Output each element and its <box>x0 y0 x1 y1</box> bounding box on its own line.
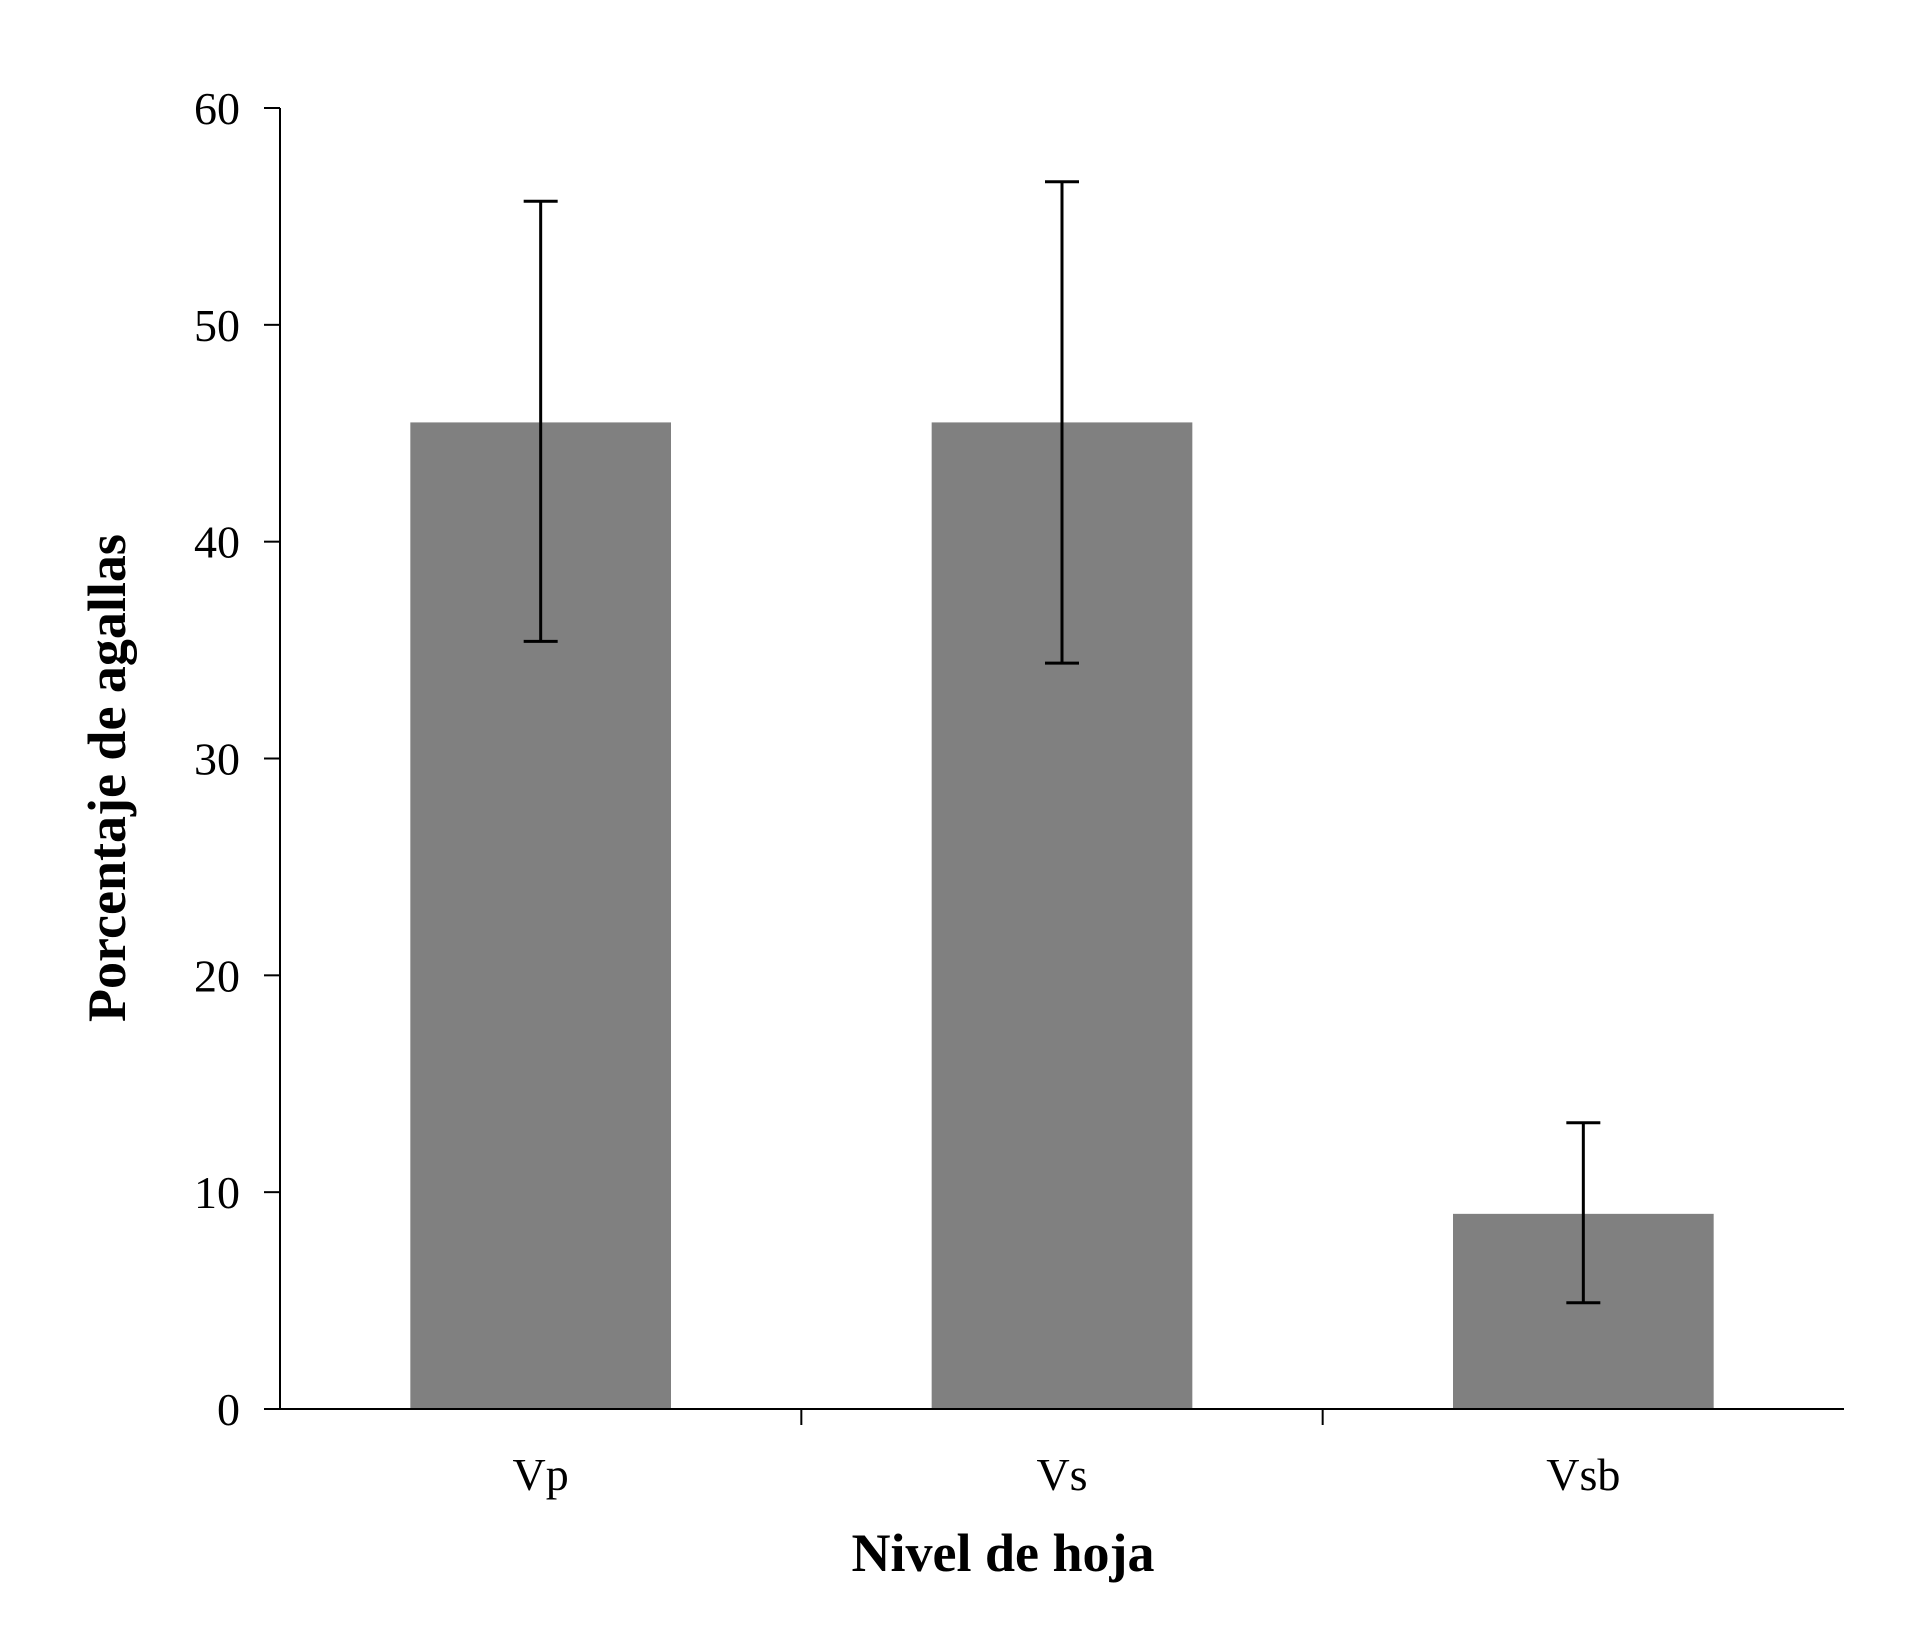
y-tick-label: 0 <box>217 1384 240 1435</box>
error-bar-vs <box>1045 180 1079 665</box>
y-tick-label: 50 <box>194 300 240 351</box>
x-axis-ticks: Vp Vs Vsb <box>513 1409 1620 1500</box>
error-bars <box>523 180 1601 1305</box>
x-tick-label: Vp <box>513 1449 569 1500</box>
error-bar-vp <box>523 199 558 643</box>
y-tick-label: 60 <box>194 83 240 134</box>
x-tick-label: Vsb <box>1546 1449 1620 1500</box>
error-bar-vsb <box>1566 1121 1601 1305</box>
y-tick-label: 10 <box>194 1167 240 1218</box>
y-axis-ticks: 0 10 20 30 40 50 60 <box>194 83 280 1435</box>
y-axis-title: Porcentaje de agallas <box>77 534 137 1022</box>
y-tick-label: 40 <box>194 517 240 568</box>
x-axis-title: Nivel de hoja <box>852 1523 1155 1583</box>
x-tick-label: Vs <box>1036 1449 1087 1500</box>
y-tick-label: 20 <box>194 950 240 1001</box>
y-tick-label: 30 <box>194 734 240 785</box>
